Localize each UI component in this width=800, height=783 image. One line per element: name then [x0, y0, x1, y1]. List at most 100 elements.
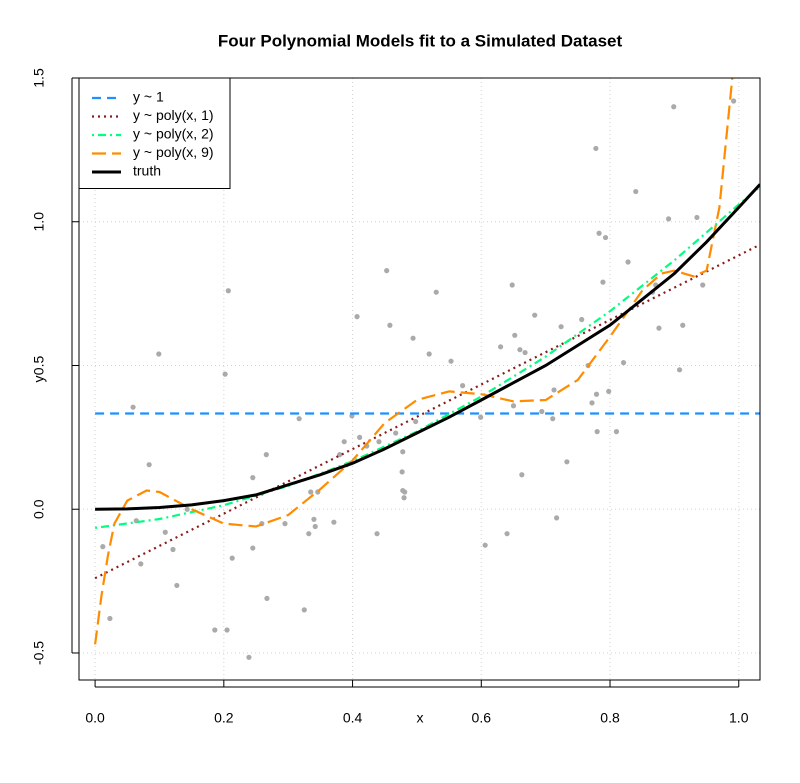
- data-point: [593, 145, 599, 152]
- data-point: [308, 489, 314, 495]
- data-point: [504, 531, 510, 537]
- data-point: [433, 289, 439, 295]
- data-point: [162, 529, 168, 535]
- data-point: [613, 429, 620, 435]
- x-tick-label: 0.6: [472, 710, 492, 726]
- data-point: [306, 531, 312, 537]
- x-axis-label: x: [417, 710, 424, 726]
- data-point: [517, 347, 523, 353]
- data-point: [263, 452, 269, 458]
- data-point: [460, 383, 466, 389]
- fit-line: [94, 78, 734, 645]
- fit-line: [94, 185, 760, 529]
- fit-line: [94, 243, 760, 580]
- data-point: [539, 408, 545, 415]
- data-point: [532, 312, 538, 318]
- legend-label: y ~ 1: [133, 89, 164, 105]
- data-point: [296, 416, 302, 422]
- data-point: [600, 279, 606, 285]
- x-tick-label: 1.0: [729, 710, 749, 726]
- data-point: [633, 188, 639, 195]
- x-tick-label: 0.2: [214, 710, 234, 726]
- data-point: [402, 489, 408, 495]
- data-point: [498, 344, 504, 350]
- data-point: [694, 214, 700, 221]
- data-point: [519, 472, 525, 478]
- data-point: [509, 282, 515, 288]
- data-point: [522, 349, 528, 356]
- data-point: [376, 439, 382, 445]
- data-point: [384, 268, 390, 274]
- data-point: [680, 322, 686, 328]
- data-point: [399, 469, 405, 475]
- y-tick-label: 1.0: [31, 212, 47, 232]
- data-point: [558, 324, 564, 330]
- data-point: [510, 403, 517, 409]
- data-point: [341, 439, 347, 445]
- plot-frame: [78, 77, 761, 681]
- legend-label: y ~ poly(x, 9): [133, 144, 214, 160]
- legend-label: y ~ poly(x, 2): [133, 126, 214, 142]
- data-point: [400, 449, 406, 455]
- y-tick-label: 0.0: [31, 499, 47, 519]
- data-point: [596, 230, 602, 236]
- data-point: [620, 360, 627, 366]
- data-point: [593, 391, 600, 397]
- chart-title: Four Polynomial Models fit to a Simulate…: [218, 31, 623, 50]
- data-point: [448, 358, 454, 364]
- data-point: [401, 495, 407, 501]
- data-point: [174, 582, 180, 589]
- data-point: [564, 459, 570, 465]
- data-point: [331, 519, 337, 525]
- legend-box: [78, 77, 231, 189]
- data-point: [246, 654, 252, 660]
- data-point: [478, 414, 484, 420]
- lines-group: [94, 78, 760, 645]
- data-point: [212, 627, 218, 633]
- data-point: [731, 98, 737, 104]
- data-point: [700, 282, 706, 288]
- data-point: [426, 351, 432, 357]
- data-point: [551, 387, 557, 393]
- data-point: [512, 332, 518, 338]
- data-point: [337, 452, 343, 458]
- data-point: [374, 531, 380, 537]
- data-point: [606, 388, 612, 394]
- data-point: [264, 595, 270, 601]
- data-point: [100, 544, 106, 550]
- data-point: [170, 546, 176, 553]
- data-point: [602, 234, 609, 241]
- data-point: [589, 400, 595, 406]
- data-point: [222, 371, 228, 377]
- data-point: [554, 515, 560, 521]
- legend-label: y ~ poly(x, 1): [133, 107, 214, 123]
- data-point: [282, 521, 288, 527]
- fit-line: [95, 183, 760, 511]
- data-point: [250, 475, 256, 481]
- data-point: [671, 104, 677, 110]
- data-point: [156, 351, 162, 357]
- data-point: [312, 523, 318, 530]
- data-point: [594, 429, 600, 435]
- y-tick-label: -0.5: [31, 641, 47, 665]
- data-point: [550, 416, 556, 422]
- data-point: [250, 545, 256, 551]
- y-tick-label: 0.5: [31, 356, 47, 376]
- y-axis-label: y: [31, 376, 47, 383]
- data-point: [665, 216, 672, 222]
- x-tick-label: 0.0: [85, 710, 105, 726]
- data-point: [357, 434, 363, 440]
- data-point: [656, 325, 662, 331]
- data-point: [146, 462, 152, 468]
- data-point: [354, 314, 360, 320]
- data-point: [311, 516, 317, 522]
- data-point: [184, 506, 190, 512]
- x-tick-label: 0.8: [600, 710, 620, 726]
- data-point: [225, 288, 231, 294]
- data-point: [482, 542, 488, 548]
- data-point: [579, 316, 585, 323]
- legend-label: truth: [133, 163, 161, 179]
- x-tick-label: 0.4: [343, 710, 363, 726]
